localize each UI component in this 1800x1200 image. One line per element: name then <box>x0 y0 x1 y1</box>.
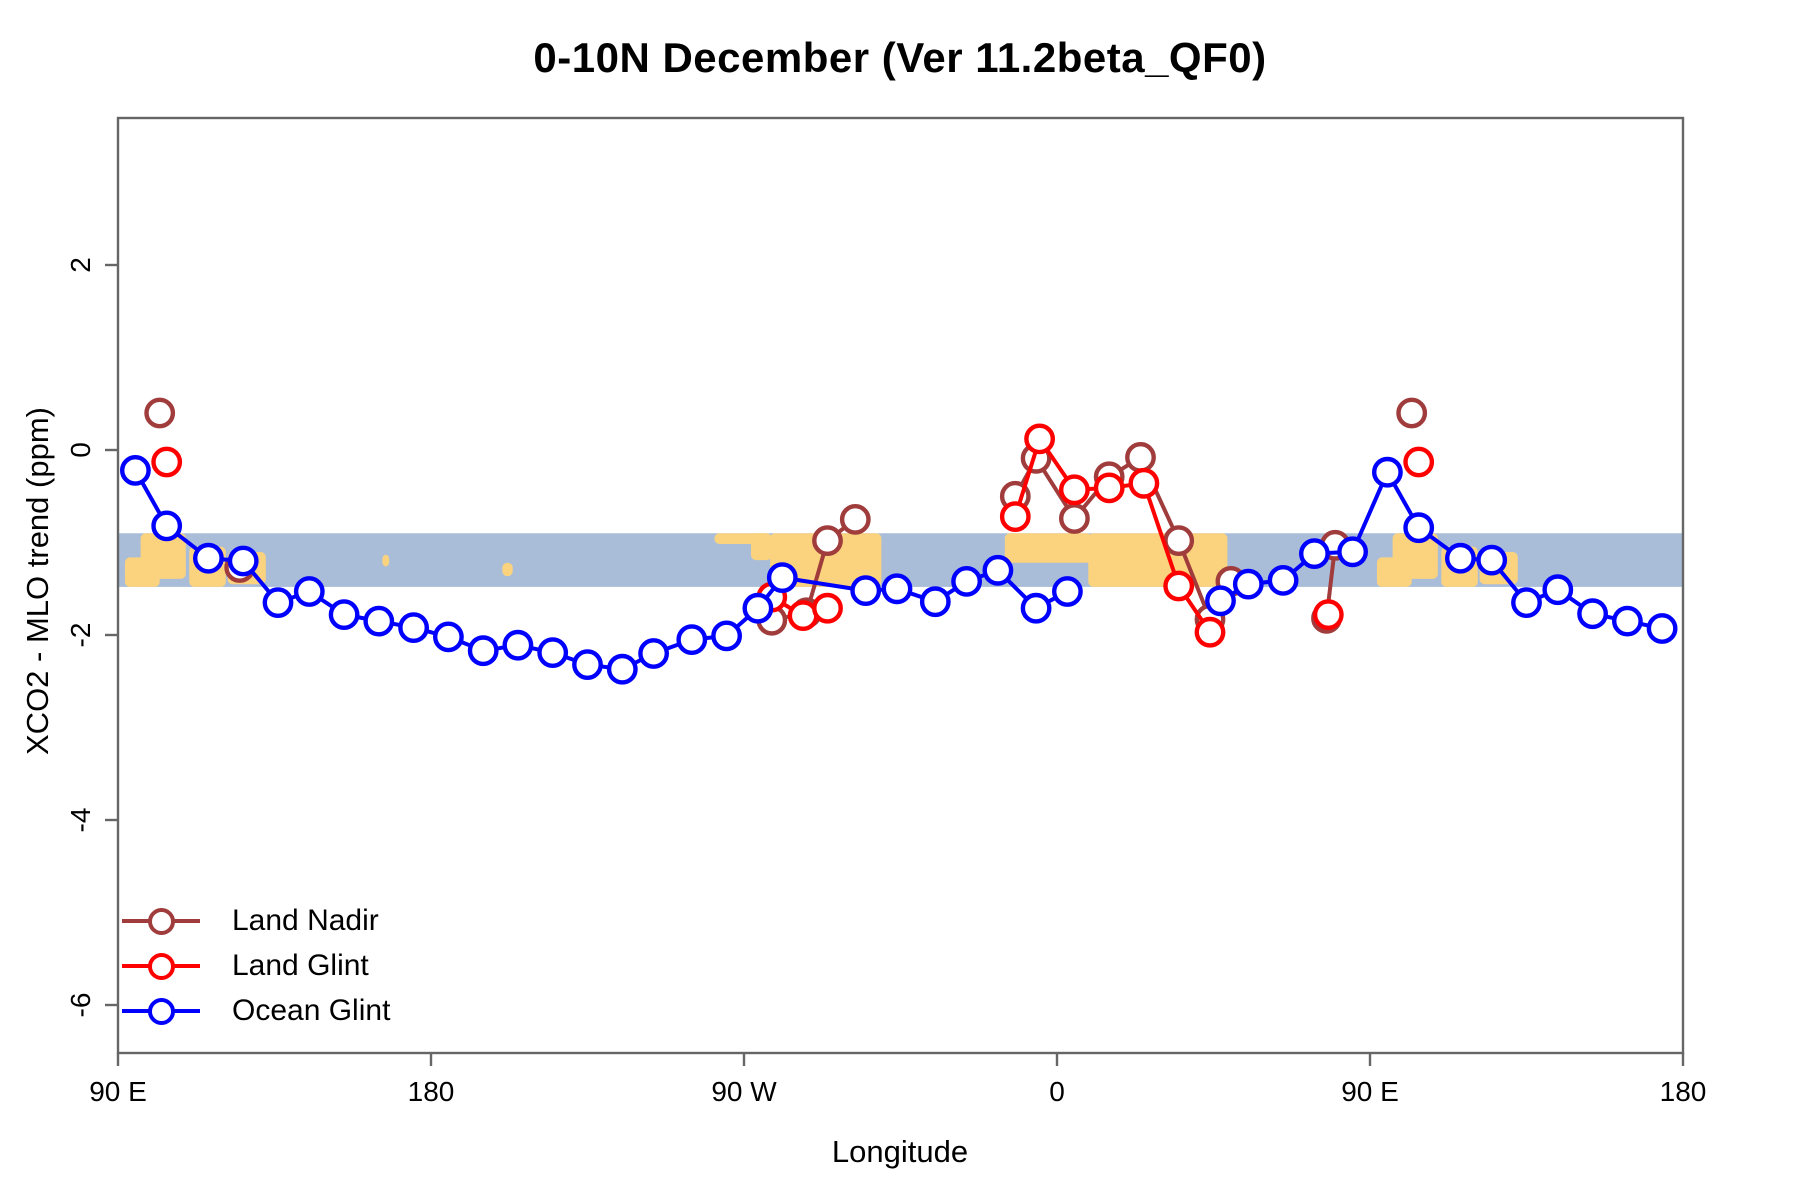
legend-marker-icon <box>122 907 200 935</box>
ocean-glint-point <box>537 637 569 668</box>
ocean-glint-point <box>1232 568 1264 600</box>
land-glint-point <box>1312 599 1344 630</box>
ocean-glint-point <box>398 612 429 643</box>
land-nadir-point <box>144 397 176 429</box>
land-glint-point <box>999 501 1031 532</box>
ocean-glint-point <box>742 592 774 624</box>
y-axis-label: XCO2 - MLO trend (ppm) <box>20 407 55 755</box>
ocean-glint-point <box>951 566 982 597</box>
ocean-glint-point <box>1299 538 1330 569</box>
x-axis-label: Longitude <box>831 1134 969 1169</box>
map-band-land-patch <box>382 554 390 567</box>
map-band-land-patch <box>502 562 513 577</box>
ocean-glint-point <box>1020 592 1052 624</box>
legend-marker-icon <box>122 997 200 1025</box>
legend-label: Land Nadir <box>232 903 379 937</box>
ocean-glint-point <box>151 510 183 542</box>
land-nadir-point <box>1396 397 1428 429</box>
legend-label: Land Glint <box>232 948 369 982</box>
land-nadir-point <box>1163 525 1195 556</box>
ocean-glint-point <box>262 587 294 618</box>
map-band-land-patch <box>750 533 772 561</box>
ocean-glint-point <box>119 454 151 486</box>
ocean-glint-point <box>467 635 499 667</box>
ocean-glint-point <box>328 599 360 630</box>
ocean-glint-point <box>1511 587 1542 618</box>
ocean-glint-point <box>766 562 798 593</box>
x-tick-label: 180 <box>408 1076 455 1107</box>
ocean-glint-point <box>1542 574 1574 606</box>
map-band-land-patch <box>1088 533 1228 587</box>
legend-item-ocean-glint: Ocean Glint <box>122 988 390 1033</box>
x-tick-label: 0 <box>1049 1076 1065 1107</box>
ocean-glint-point <box>638 638 669 669</box>
y-tick-label: 0 <box>65 442 96 458</box>
ocean-glint-point <box>711 620 742 652</box>
land-glint-point <box>1194 616 1226 648</box>
ocean-glint-point <box>1337 536 1369 568</box>
land-nadir-point <box>1125 441 1156 473</box>
ocean-glint-point <box>1267 565 1299 596</box>
land-glint-point <box>1163 570 1195 602</box>
ocean-glint-point <box>1646 613 1678 644</box>
page-title: 0-10N December (Ver 11.2beta_QF0) <box>533 34 1267 81</box>
ocean-glint-point <box>1403 512 1435 544</box>
ocean-glint-point <box>1052 576 1083 607</box>
ocean-glint-point <box>572 649 603 680</box>
ocean-glint-point <box>881 573 913 605</box>
ocean-glint-point <box>1612 605 1643 637</box>
y-tick-label: -4 <box>65 808 96 833</box>
ocean-glint-point <box>982 554 1014 586</box>
legend-label: Ocean Glint <box>232 993 391 1027</box>
ocean-glint-point <box>676 624 708 655</box>
ocean-glint-point <box>192 542 224 574</box>
map-band-land-patch <box>1392 533 1438 579</box>
ocean-glint-point <box>850 575 882 606</box>
x-tick-label: 90 W <box>711 1076 777 1107</box>
ocean-glint-point <box>227 545 259 577</box>
legend-item-land-glint: Land Glint <box>122 943 390 988</box>
y-tick-label: 2 <box>65 257 96 273</box>
ocean-glint-point <box>363 605 395 637</box>
ocean-glint-point <box>1205 585 1236 617</box>
land-nadir-point <box>812 525 843 556</box>
land-glint-point <box>1128 467 1160 499</box>
y-tick-label: -2 <box>65 623 96 648</box>
map-band-land-patch <box>140 533 186 579</box>
land-glint-point <box>151 446 183 478</box>
ocean-glint-point <box>919 586 951 618</box>
map-band-land-patch <box>1004 533 1092 563</box>
y-tick-label: -6 <box>65 993 96 1018</box>
ocean-glint-point <box>1476 544 1508 576</box>
x-tick-label: 90 E <box>89 1076 147 1107</box>
ocean-glint-point <box>1577 598 1609 630</box>
land-glint-point <box>812 592 843 624</box>
ocean-glint-point <box>293 576 325 607</box>
ocean-glint-point <box>502 629 534 661</box>
land-glint-point <box>1403 446 1435 478</box>
land-nadir-point <box>1059 503 1090 534</box>
ocean-glint-point <box>1445 542 1476 574</box>
land-glint-point <box>1093 472 1125 504</box>
x-tick-label: 90 E <box>1341 1076 1399 1107</box>
land-nadir-point <box>839 504 871 535</box>
land-glint-point <box>1024 423 1056 455</box>
x-tick-label: 180 <box>1660 1076 1707 1107</box>
legend-item-land-nadir: Land Nadir <box>122 898 390 943</box>
ocean-glint-point <box>1372 456 1403 488</box>
ocean-glint-point <box>606 653 638 685</box>
ocean-glint-point <box>432 621 464 653</box>
plot-frame <box>116 116 1685 1055</box>
legend-marker-icon <box>122 952 200 980</box>
land-glint-point <box>1059 474 1090 506</box>
legend: Land Nadir Land Glint Ocean Glint <box>122 898 390 1033</box>
map-band-land-patch <box>770 533 882 587</box>
